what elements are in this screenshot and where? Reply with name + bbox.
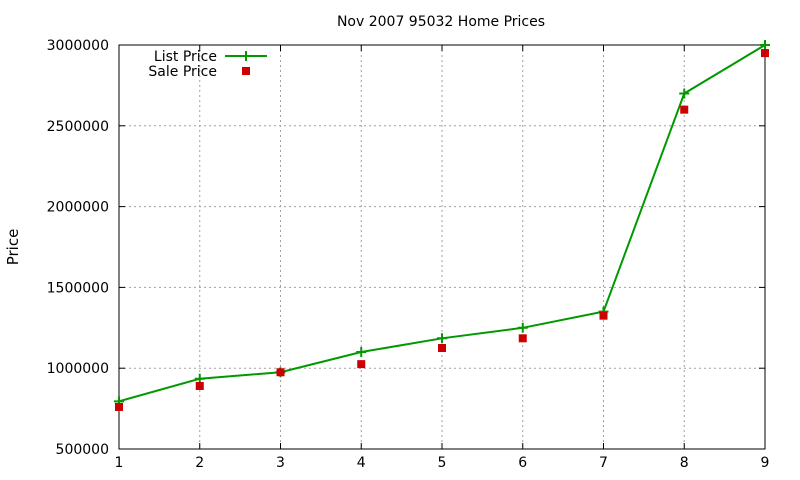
legend-label-list-price: List Price xyxy=(154,49,217,65)
y-axis-label: Price xyxy=(4,229,22,266)
sale-price-point xyxy=(599,311,608,320)
y-tick-label: 2000000 xyxy=(47,200,109,216)
sale-price-point xyxy=(357,360,366,369)
grid-layer xyxy=(119,45,765,449)
list-price-point xyxy=(760,40,770,50)
legend: List Price Sale Price xyxy=(148,49,267,80)
x-tick-label: 4 xyxy=(357,455,366,471)
list-price-point xyxy=(679,88,690,99)
series-layer xyxy=(114,40,770,411)
x-tick-label: 7 xyxy=(599,455,608,471)
x-tick-label: 6 xyxy=(518,455,527,471)
y-tick-label: 2500000 xyxy=(47,119,109,135)
x-tick-label: 1 xyxy=(115,455,124,471)
x-tick-label: 2 xyxy=(195,455,204,471)
sale-price-point xyxy=(276,368,285,377)
sale-price-point xyxy=(761,49,769,58)
list-price-point xyxy=(437,333,447,344)
y-tick-label: 1500000 xyxy=(47,280,109,296)
x-tick-label: 8 xyxy=(680,455,689,471)
y-tick-label: 500000 xyxy=(56,442,109,458)
y-tick-label: 3000000 xyxy=(47,38,109,54)
x-tick-label: 5 xyxy=(438,455,447,471)
sale-price-point xyxy=(115,402,123,411)
sale-price-point xyxy=(438,344,446,352)
list-price-point xyxy=(517,322,528,333)
sale-price-point xyxy=(518,334,527,343)
tick-layer: 1 2 3 4 5 6 7 8 9 500000 1000000 1500000 2000000 2500… xyxy=(47,38,770,471)
x-tick-label: 3 xyxy=(276,455,285,471)
list-price-point xyxy=(356,347,367,358)
legend-marker-sale-price xyxy=(242,67,250,75)
sale-price-point xyxy=(680,105,689,114)
legend-label-sale-price: Sale Price xyxy=(148,64,217,80)
x-tick-label: 9 xyxy=(761,455,770,471)
y-tick-label: 1000000 xyxy=(47,361,109,377)
sale-price-point xyxy=(195,381,204,390)
legend-marker-list-price xyxy=(241,51,251,61)
chart-title: Nov 2007 95032 Home Prices xyxy=(337,14,545,30)
